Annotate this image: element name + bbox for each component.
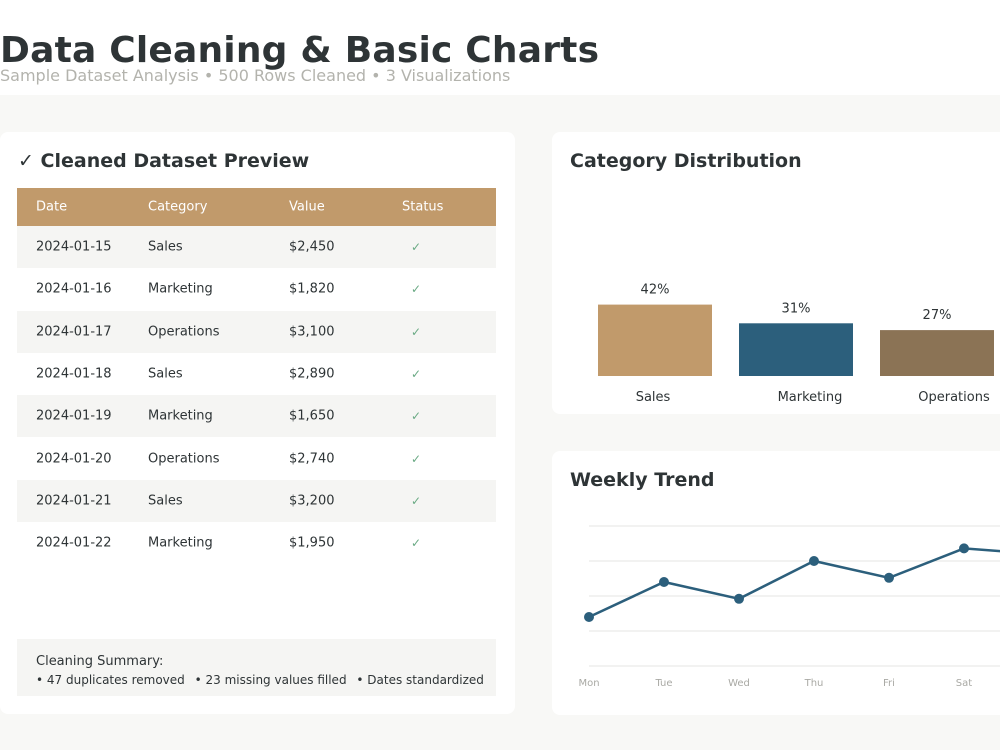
x-tick-label: Thu bbox=[804, 678, 824, 689]
cell-date: 2024-01-19 bbox=[36, 408, 112, 424]
bar-value-label: 27% bbox=[923, 308, 952, 323]
column-header-value: Value bbox=[289, 199, 325, 215]
trend-point-tue bbox=[659, 577, 669, 587]
cell-category: Marketing bbox=[148, 281, 213, 297]
cell-value: $2,740 bbox=[289, 451, 335, 467]
page-subtitle: Sample Dataset Analysis • 500 Rows Clean… bbox=[0, 66, 511, 85]
dataset-preview-card: ✓ Cleaned Dataset Preview Date Category … bbox=[0, 132, 515, 714]
summary-item: • Dates standardized bbox=[356, 673, 484, 687]
table-row: 2024-01-19 Marketing $1,650 ✓ bbox=[17, 395, 496, 438]
category-distribution-card: Category Distribution 42% Sales 31% Marketi… bbox=[552, 132, 1000, 414]
cell-category: Sales bbox=[148, 366, 183, 382]
cell-category: Marketing bbox=[148, 535, 213, 551]
check-icon: ✓ bbox=[411, 451, 422, 466]
page-title: Data Cleaning & Basic Charts bbox=[0, 30, 600, 71]
bar-category-label: Marketing bbox=[778, 390, 843, 405]
cell-category: Operations bbox=[148, 451, 220, 467]
x-tick-label: Wed bbox=[728, 678, 750, 689]
column-header-date: Date bbox=[36, 199, 68, 215]
cell-category: Sales bbox=[148, 493, 183, 509]
cell-date: 2024-01-15 bbox=[36, 239, 112, 255]
cell-value: $1,650 bbox=[289, 408, 335, 424]
bar-sales bbox=[598, 304, 712, 376]
trend-point-wed bbox=[734, 593, 744, 604]
dataset-table: Date Category Value Status 2024-01-15 Sa… bbox=[17, 188, 496, 564]
cell-date: 2024-01-20 bbox=[36, 451, 112, 467]
dataset-preview-title: ✓ Cleaned Dataset Preview bbox=[18, 150, 310, 172]
check-icon: ✓ bbox=[411, 409, 422, 424]
page-header: Data Cleaning & Basic Charts Sample Data… bbox=[0, 0, 1000, 95]
check-icon: ✓ bbox=[411, 536, 422, 551]
x-tick-label: Fri bbox=[883, 678, 895, 689]
weekly-trend-card: Weekly Trend Mon Tue Wed Thu Fri Sat bbox=[552, 451, 1000, 715]
bar-value-label: 31% bbox=[782, 301, 811, 316]
cell-value: $3,200 bbox=[289, 493, 335, 509]
bar-category-label: Sales bbox=[636, 390, 671, 405]
trend-point-thu bbox=[809, 556, 819, 566]
trend-point-sat bbox=[959, 543, 969, 554]
column-header-status: Status bbox=[402, 199, 444, 215]
check-icon: ✓ bbox=[411, 282, 422, 297]
cell-date: 2024-01-21 bbox=[36, 493, 112, 509]
cell-value: $2,450 bbox=[289, 239, 335, 255]
cell-date: 2024-01-16 bbox=[36, 281, 112, 297]
cell-value: $2,890 bbox=[289, 366, 335, 382]
trend-chart-title: Weekly Trend bbox=[570, 469, 715, 491]
bar-value-label: 42% bbox=[641, 283, 670, 298]
trend-point-mon bbox=[584, 612, 594, 622]
bar-operations bbox=[880, 330, 994, 376]
x-tick-label: Sat bbox=[956, 678, 972, 689]
x-tick-label: Mon bbox=[578, 678, 599, 689]
cell-value: $1,820 bbox=[289, 281, 335, 297]
table-row: 2024-01-15 Sales $2,450 ✓ bbox=[17, 226, 496, 269]
table-row: 2024-01-16 Marketing $1,820 ✓ bbox=[17, 268, 496, 310]
trend-point-fri bbox=[884, 572, 894, 583]
x-tick-label: Tue bbox=[654, 678, 672, 689]
category-chart-title: Category Distribution bbox=[570, 150, 802, 172]
trend-line bbox=[588, 547, 1000, 619]
summary-items: • 47 duplicates removed • 23 missing val… bbox=[36, 673, 490, 687]
table-header: Date Category Value Status bbox=[17, 188, 496, 226]
check-icon: ✓ bbox=[411, 324, 422, 339]
bar-category-label: Operations bbox=[918, 390, 990, 405]
cell-date: 2024-01-22 bbox=[36, 535, 112, 551]
table-row: 2024-01-21 Sales $3,200 ✓ bbox=[17, 479, 496, 523]
cell-date: 2024-01-17 bbox=[36, 324, 112, 340]
cell-value: $1,950 bbox=[289, 535, 335, 551]
summary-item: • 23 missing values filled bbox=[194, 673, 347, 687]
cleaning-summary: Cleaning Summary: • 47 duplicates remove… bbox=[17, 639, 496, 696]
check-icon: ✓ bbox=[411, 367, 422, 382]
table-row: 2024-01-18 Sales $2,890 ✓ bbox=[17, 353, 496, 395]
weekly-trend-line-chart: Mon Tue Wed Thu Fri Sat bbox=[578, 525, 1000, 689]
cell-value: $3,100 bbox=[289, 324, 335, 340]
category-bar-chart: 42% Sales 31% Marketing 27% Operations bbox=[598, 283, 994, 405]
cell-date: 2024-01-18 bbox=[36, 366, 112, 382]
table-row: 2024-01-20 Operations $2,740 ✓ bbox=[17, 437, 496, 479]
check-icon: ✓ bbox=[411, 240, 422, 255]
cell-category: Marketing bbox=[148, 408, 213, 424]
summary-title: Cleaning Summary: bbox=[36, 654, 164, 669]
table-row: 2024-01-22 Marketing $1,950 ✓ bbox=[17, 522, 496, 564]
column-header-category: Category bbox=[148, 199, 208, 215]
table-row: 2024-01-17 Operations $3,100 ✓ bbox=[17, 310, 496, 353]
cell-category: Operations bbox=[148, 324, 220, 340]
bar-marketing bbox=[739, 323, 853, 376]
summary-item: • 47 duplicates removed bbox=[36, 673, 185, 687]
check-icon: ✓ bbox=[411, 493, 422, 508]
cell-category: Sales bbox=[148, 239, 183, 255]
